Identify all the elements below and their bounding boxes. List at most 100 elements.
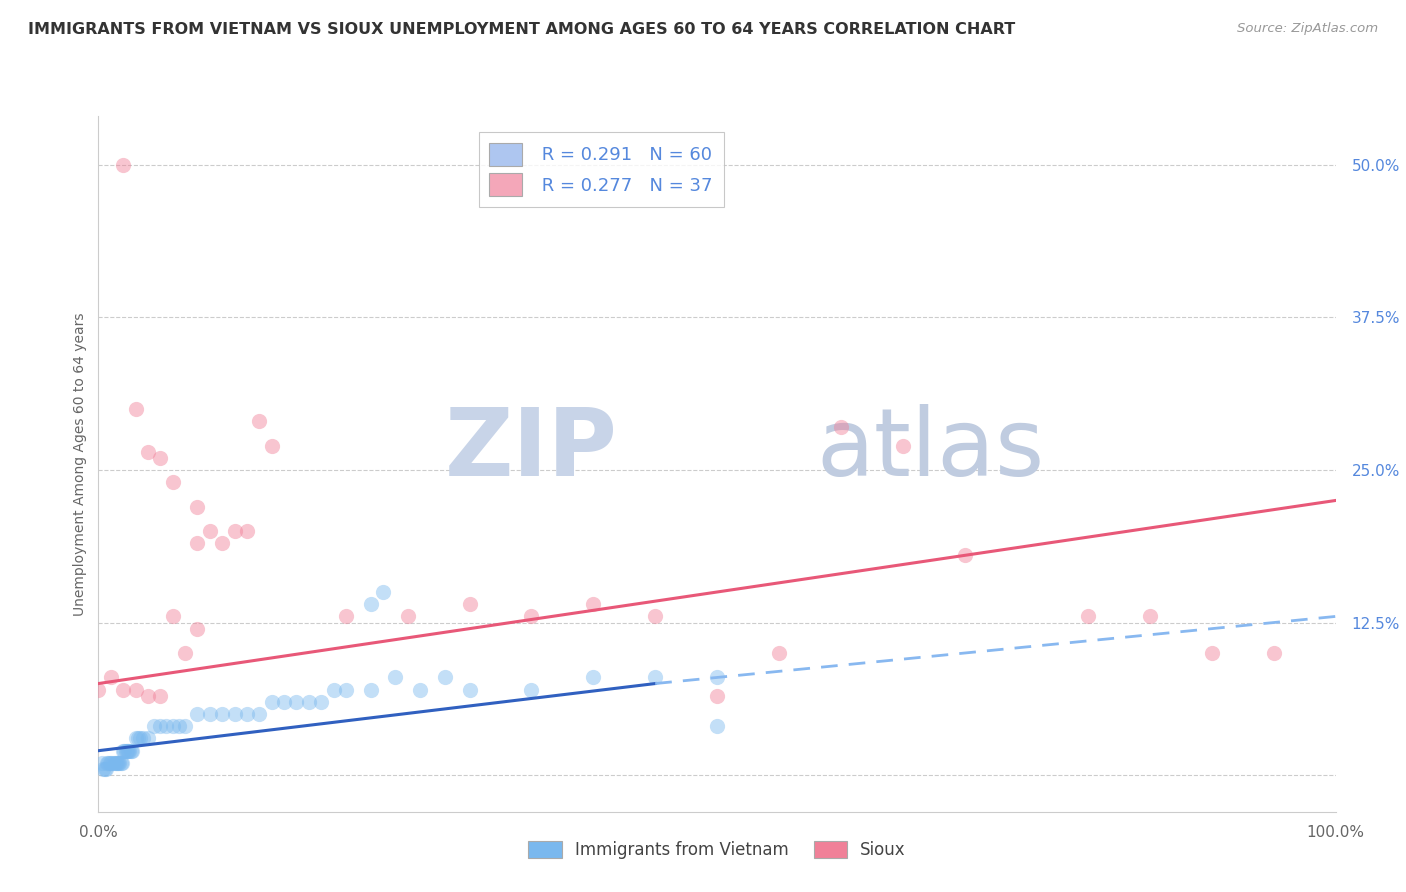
Point bbox=[1139, 609, 1161, 624]
Point bbox=[1263, 646, 1285, 660]
Point bbox=[103, 756, 125, 770]
Point bbox=[124, 682, 146, 697]
Point bbox=[167, 719, 190, 733]
Point bbox=[143, 719, 166, 733]
Point bbox=[112, 744, 135, 758]
Point bbox=[706, 670, 728, 684]
Text: IMMIGRANTS FROM VIETNAM VS SIOUX UNEMPLOYMENT AMONG AGES 60 TO 64 YEARS CORRELAT: IMMIGRANTS FROM VIETNAM VS SIOUX UNEMPLO… bbox=[28, 22, 1015, 37]
Point bbox=[582, 597, 605, 611]
Point bbox=[360, 682, 382, 697]
Point bbox=[97, 756, 120, 770]
Point bbox=[335, 682, 357, 697]
Point bbox=[211, 536, 233, 550]
Point bbox=[830, 420, 852, 434]
Point bbox=[93, 762, 115, 776]
Point bbox=[247, 707, 270, 722]
Point bbox=[105, 756, 128, 770]
Point bbox=[127, 731, 149, 746]
Y-axis label: Unemployment Among Ages 60 to 64 years: Unemployment Among Ages 60 to 64 years bbox=[73, 312, 87, 615]
Point bbox=[149, 450, 172, 465]
Legend: Immigrants from Vietnam, Sioux: Immigrants from Vietnam, Sioux bbox=[522, 835, 912, 866]
Text: ZIP: ZIP bbox=[446, 404, 619, 496]
Point bbox=[118, 744, 141, 758]
Point bbox=[132, 731, 155, 746]
Point bbox=[91, 756, 114, 770]
Point bbox=[174, 719, 197, 733]
Point bbox=[124, 731, 146, 746]
Point bbox=[360, 597, 382, 611]
Point bbox=[162, 719, 184, 733]
Point bbox=[371, 585, 394, 599]
Point bbox=[117, 744, 139, 758]
Point bbox=[155, 719, 177, 733]
Point bbox=[87, 682, 110, 697]
Point bbox=[120, 744, 142, 758]
Point bbox=[129, 731, 152, 746]
Point bbox=[247, 414, 270, 428]
Text: atlas: atlas bbox=[815, 404, 1045, 496]
Point bbox=[136, 444, 159, 458]
Point bbox=[768, 646, 790, 660]
Point bbox=[186, 536, 208, 550]
Point bbox=[953, 549, 976, 563]
Point bbox=[98, 756, 121, 770]
Point bbox=[112, 682, 135, 697]
Point bbox=[285, 695, 308, 709]
Point bbox=[104, 756, 127, 770]
Point bbox=[186, 707, 208, 722]
Point bbox=[186, 500, 208, 514]
Point bbox=[186, 622, 208, 636]
Text: Source: ZipAtlas.com: Source: ZipAtlas.com bbox=[1237, 22, 1378, 36]
Point bbox=[100, 670, 122, 684]
Point bbox=[582, 670, 605, 684]
Point bbox=[298, 695, 321, 709]
Point bbox=[107, 756, 129, 770]
Point bbox=[706, 719, 728, 733]
Point bbox=[335, 609, 357, 624]
Point bbox=[396, 609, 419, 624]
Point bbox=[112, 744, 135, 758]
Point bbox=[644, 670, 666, 684]
Point bbox=[322, 682, 344, 697]
Point bbox=[384, 670, 406, 684]
Point bbox=[121, 744, 143, 758]
Point bbox=[309, 695, 332, 709]
Point bbox=[458, 597, 481, 611]
Point bbox=[891, 438, 914, 452]
Point bbox=[198, 524, 221, 538]
Point bbox=[162, 475, 184, 490]
Point bbox=[124, 401, 146, 416]
Point bbox=[112, 158, 135, 172]
Point bbox=[162, 609, 184, 624]
Point bbox=[260, 438, 283, 452]
Point bbox=[149, 689, 172, 703]
Point bbox=[224, 707, 246, 722]
Point bbox=[458, 682, 481, 697]
Point bbox=[198, 707, 221, 722]
Point bbox=[93, 762, 115, 776]
Point bbox=[273, 695, 295, 709]
Point bbox=[111, 756, 134, 770]
Point bbox=[100, 756, 122, 770]
Point bbox=[114, 744, 136, 758]
Point bbox=[409, 682, 432, 697]
Point bbox=[136, 731, 159, 746]
Point bbox=[236, 524, 259, 538]
Point bbox=[149, 719, 172, 733]
Point bbox=[1077, 609, 1099, 624]
Point bbox=[103, 756, 125, 770]
Point bbox=[136, 689, 159, 703]
Point bbox=[96, 756, 118, 770]
Point bbox=[211, 707, 233, 722]
Point bbox=[94, 762, 117, 776]
Point bbox=[108, 756, 131, 770]
Point bbox=[174, 646, 197, 660]
Point bbox=[115, 744, 138, 758]
Point bbox=[433, 670, 456, 684]
Point bbox=[520, 609, 543, 624]
Point bbox=[1201, 646, 1223, 660]
Point bbox=[236, 707, 259, 722]
Point bbox=[260, 695, 283, 709]
Point bbox=[706, 689, 728, 703]
Point bbox=[224, 524, 246, 538]
